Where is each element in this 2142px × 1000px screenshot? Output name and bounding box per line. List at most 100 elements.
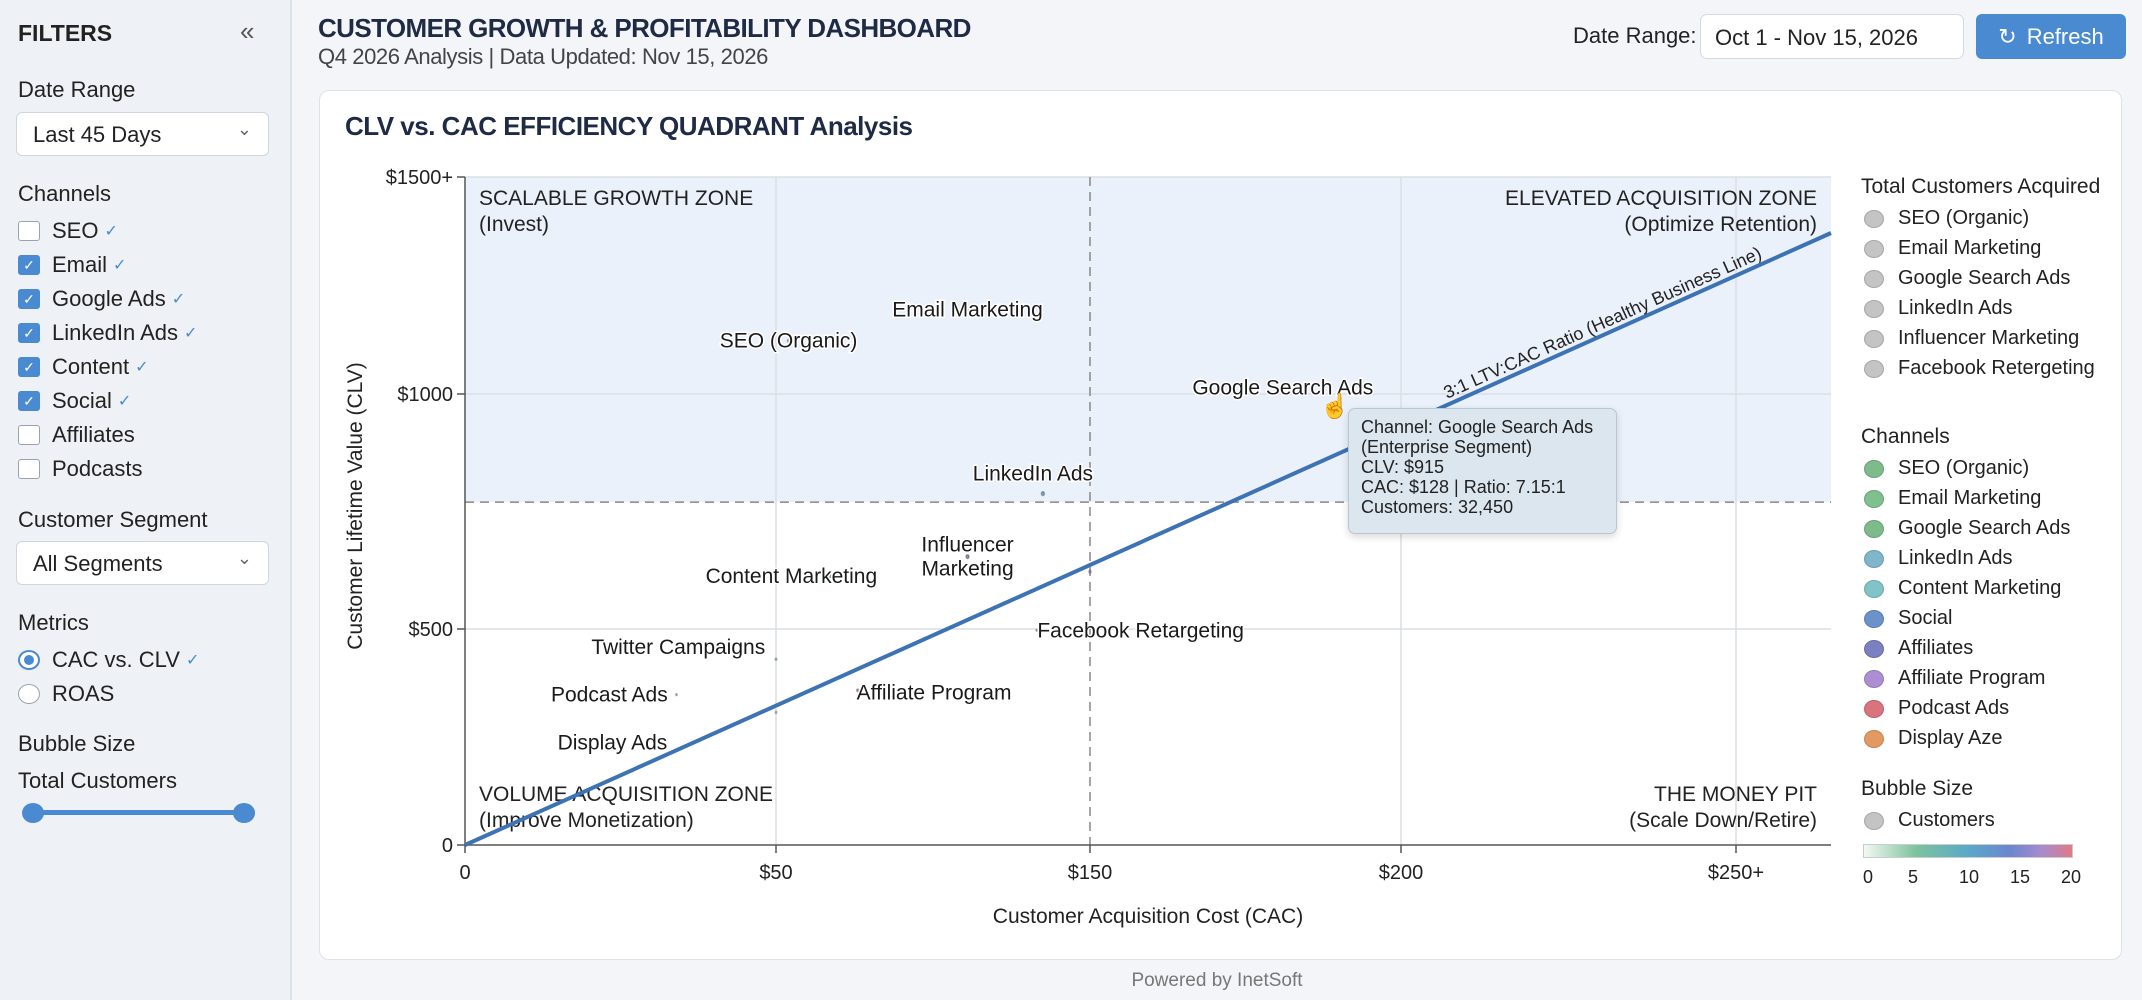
legend-label: SEO (Organic) (1898, 207, 2030, 229)
bubble[interactable] (662, 740, 666, 745)
legend-label: Google Search Ads (1898, 517, 2071, 539)
bubble[interactable] (1280, 384, 1286, 391)
y-axis-title: Customer Lifetime Value (CLV) (344, 362, 367, 650)
chart-tooltip: Channel: Google Search Ads (Enterprise Se… (1348, 408, 1617, 534)
legend-item[interactable]: Display Aze (1864, 727, 2003, 750)
legend-label: Affiliate Program (1898, 667, 2046, 689)
bubble[interactable] (1035, 628, 1039, 632)
legend-item[interactable]: Facebook Retergeting (1864, 357, 2095, 380)
bubble-label: Marketing (921, 558, 1013, 581)
legend-label: LinkedIn Ads (1898, 547, 2013, 569)
hand-cursor-icon: ☝ (1320, 391, 1350, 420)
filters-title: FILTERS (18, 20, 113, 46)
metric-radio-0[interactable]: CAC vs. CLV ✓ (18, 645, 199, 675)
channel-checkbox-affiliates[interactable]: Affiliates (18, 420, 135, 450)
checkbox[interactable] (18, 221, 40, 241)
legend-size-item: Customers (1864, 809, 1995, 832)
bubble-label: Influencer (921, 534, 1013, 557)
legend-item[interactable]: Google Search Ads (1864, 517, 2070, 540)
legend-item[interactable]: LinkedIn Ads (1864, 297, 2013, 320)
channel-checkbox-content[interactable]: ✓ Content ✓ (18, 352, 148, 382)
legend-item[interactable]: Affiliate Program (1864, 667, 2045, 690)
legend-swatch (1864, 549, 1884, 568)
y-tick-label: $500 (409, 619, 454, 641)
legend-item[interactable]: Affiliates (1864, 637, 1973, 660)
check-icon: ✓ (183, 325, 198, 342)
channel-checkbox-social[interactable]: ✓ Social ✓ (18, 386, 131, 416)
channel-checkbox-email[interactable]: ✓ Email ✓ (18, 250, 126, 280)
bubble[interactable] (674, 692, 678, 697)
collapse-sidebar-icon[interactable]: « (240, 16, 255, 46)
checkbox[interactable]: ✓ (18, 323, 40, 343)
color-scale-tick: 20 (2061, 867, 2082, 887)
channel-checkbox-google-ads[interactable]: ✓ Google Ads ✓ (18, 284, 185, 314)
bubble[interactable] (1040, 490, 1046, 497)
bubble[interactable] (965, 306, 970, 313)
x-tick-label: $150 (1068, 862, 1113, 884)
tooltip-line: CLV: $915 (1361, 457, 1445, 477)
checkbox[interactable]: ✓ (18, 357, 40, 377)
checkbox[interactable]: ✓ (18, 289, 40, 309)
bubble-label: Display Ads (558, 732, 668, 755)
checkbox-label: Affiliates (52, 422, 135, 447)
bubble[interactable] (774, 657, 778, 662)
channel-checkbox-seo[interactable]: SEO ✓ (18, 216, 118, 246)
checkbox[interactable] (18, 425, 40, 445)
date-range-select[interactable]: Last 45 Days ⌄ (16, 112, 269, 156)
legend-item[interactable]: Google Search Ads (1864, 267, 2070, 290)
refresh-icon: ↻ (1998, 23, 2017, 49)
header-date-range-input[interactable]: Oct 1 - Nov 15, 2026 (1700, 14, 1964, 59)
header-date-range-label: Date Range: (1573, 23, 1697, 48)
customer-segment-select[interactable]: All Segments ⌄ (16, 541, 269, 585)
channel-checkbox-linkedin-ads[interactable]: ✓ LinkedIn Ads ✓ (18, 318, 197, 348)
quadrant-subtitle: (Optimize Retention) (1624, 213, 1817, 236)
legend-swatch (1864, 209, 1884, 228)
legend-item[interactable]: Email Marketing (1864, 487, 2041, 510)
bubble[interactable] (1088, 569, 1092, 574)
legend-item[interactable]: Email Marketing (1864, 237, 2041, 260)
legend-item[interactable]: SEO (Organic) (1864, 207, 2029, 230)
legend-swatch (1864, 239, 1884, 258)
quadrant-subtitle: (Improve Monetization) (479, 809, 694, 832)
bubble[interactable] (786, 338, 791, 343)
x-tick-label: $250+ (1708, 862, 1764, 884)
color-scale-tick: 0 (1863, 867, 1874, 887)
refresh-button[interactable]: ↻ Refresh (1976, 14, 2126, 59)
legend-item[interactable]: Podcast Ads (1864, 697, 2009, 720)
slider-min-handle[interactable] (22, 803, 44, 823)
quadrant-title: THE MONEY PIT (1654, 783, 1817, 806)
legend-swatch (1864, 459, 1884, 478)
bubble-label: Twitter Campaigns (591, 636, 765, 659)
radio-button[interactable] (18, 650, 40, 670)
legend-item[interactable]: Social (1864, 607, 1952, 630)
legend-label: Customers (1898, 809, 1995, 831)
checkbox[interactable] (18, 459, 40, 479)
checkbox[interactable]: ✓ (18, 391, 40, 411)
tooltip-line: Customers: 32,450 (1361, 497, 1514, 517)
legend-swatch (1864, 299, 1884, 318)
bubble-label: Podcast Ads (551, 684, 668, 707)
radio-button[interactable] (18, 684, 40, 704)
filters-sidebar: FILTERS « Date Range Last 45 Days ⌄ Chan… (0, 0, 292, 1000)
legend-item[interactable]: Content Marketing (1864, 577, 2061, 600)
legend-label: SEO (Organic) (1898, 457, 2030, 479)
metric-radio-1[interactable]: ROAS (18, 679, 114, 709)
slider-max-handle[interactable] (233, 803, 255, 823)
checkbox[interactable]: ✓ (18, 255, 40, 275)
bubble[interactable] (855, 688, 860, 693)
x-axis-title: Customer Acquisition Cost (CAC) (993, 905, 1303, 928)
legend-item[interactable]: LinkedIn Ads (1864, 547, 2013, 570)
legend-item[interactable]: SEO (Organic) (1864, 457, 2029, 480)
bubble[interactable] (965, 553, 970, 560)
legend-swatch (1864, 579, 1884, 598)
bubble[interactable] (774, 710, 778, 715)
channel-checkbox-podcasts[interactable]: Podcasts (18, 454, 143, 484)
check-icon: ✓ (185, 652, 200, 669)
chevron-down-icon: ⌄ (236, 548, 252, 568)
bubble-size-slider[interactable] (22, 803, 255, 823)
legend-label: Email Marketing (1898, 487, 2042, 509)
bubble[interactable] (827, 573, 832, 579)
bubble-label: SEO (Organic) (720, 330, 858, 353)
legend-item[interactable]: Influencer Marketing (1864, 327, 2079, 350)
legend-swatch (1864, 359, 1884, 378)
